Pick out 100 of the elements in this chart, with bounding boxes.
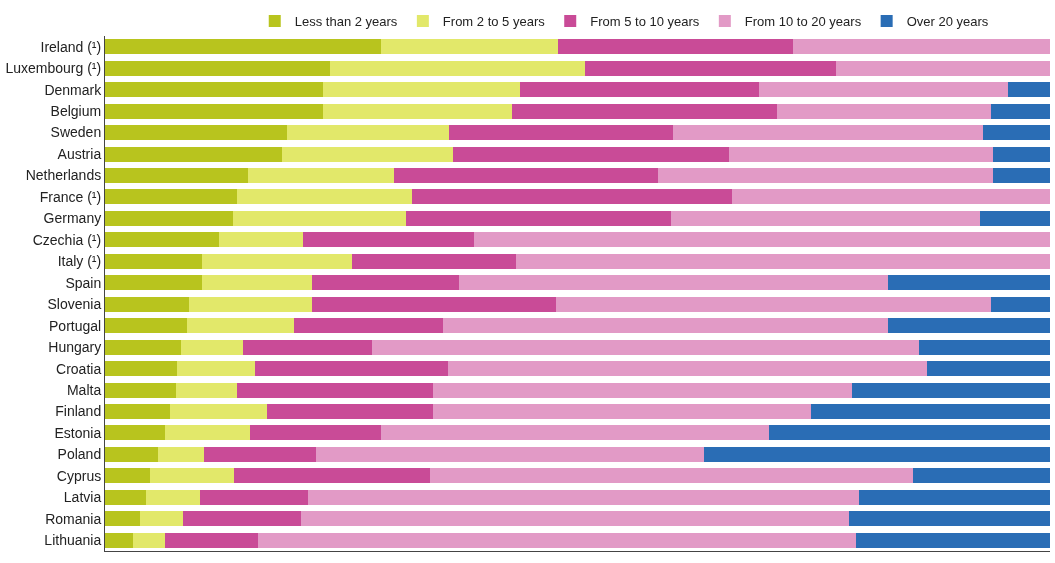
bar bbox=[430, 468, 913, 484]
bar bbox=[671, 210, 981, 226]
bar bbox=[150, 468, 234, 484]
bar bbox=[776, 103, 992, 119]
bar bbox=[991, 103, 1050, 119]
bar bbox=[202, 253, 352, 269]
bar bbox=[105, 167, 248, 183]
bar bbox=[311, 275, 460, 291]
bar bbox=[432, 382, 853, 398]
bar bbox=[443, 318, 889, 334]
bar bbox=[247, 167, 395, 183]
bar bbox=[105, 210, 233, 226]
bar bbox=[105, 446, 158, 462]
bar bbox=[303, 232, 474, 248]
bar bbox=[380, 425, 770, 441]
bar bbox=[982, 125, 1050, 141]
bar bbox=[287, 125, 449, 141]
bar bbox=[810, 404, 1050, 420]
y-tick-label: Sweden bbox=[50, 124, 102, 141]
bar bbox=[164, 425, 250, 441]
bar bbox=[372, 339, 919, 355]
bar bbox=[176, 361, 256, 377]
bar bbox=[189, 296, 312, 312]
bar bbox=[792, 39, 1050, 55]
bar bbox=[255, 361, 449, 377]
bar bbox=[848, 511, 1050, 527]
bar bbox=[180, 339, 243, 355]
bar bbox=[157, 446, 205, 462]
bar bbox=[452, 146, 729, 162]
bar bbox=[105, 404, 171, 420]
bar bbox=[105, 425, 165, 441]
y-tick-label: Belgium bbox=[50, 103, 102, 119]
bar bbox=[412, 189, 732, 205]
bar bbox=[219, 232, 304, 248]
bar bbox=[105, 125, 288, 141]
bar bbox=[859, 489, 1050, 505]
y-tick-label: Finland bbox=[55, 403, 102, 420]
bar bbox=[105, 146, 282, 162]
bar bbox=[105, 339, 181, 355]
bar bbox=[1008, 82, 1050, 98]
bar bbox=[105, 103, 324, 119]
bar bbox=[728, 146, 994, 162]
y-tick-label: Czechia (¹) bbox=[32, 231, 102, 248]
bar bbox=[258, 532, 857, 548]
bar bbox=[105, 275, 203, 291]
bar bbox=[657, 167, 994, 183]
legend-label: From 10 to 20 years bbox=[744, 14, 862, 30]
bar bbox=[105, 511, 140, 527]
y-tick-label: Estonia bbox=[54, 424, 102, 441]
bar bbox=[856, 532, 1050, 548]
bar bbox=[233, 468, 431, 484]
legend-label: Over 20 years bbox=[906, 14, 989, 30]
y-tick-label: Denmark bbox=[44, 81, 103, 98]
bar bbox=[294, 318, 444, 334]
bar bbox=[329, 60, 586, 76]
bar bbox=[351, 253, 517, 269]
bar bbox=[672, 125, 983, 141]
bar bbox=[323, 82, 520, 98]
bar bbox=[105, 60, 330, 76]
bar bbox=[555, 296, 992, 312]
bar bbox=[105, 468, 151, 484]
bar bbox=[105, 382, 176, 398]
bar bbox=[852, 382, 1050, 398]
bar bbox=[311, 296, 556, 312]
bar bbox=[105, 253, 203, 269]
bar bbox=[888, 318, 1050, 334]
bar bbox=[300, 511, 849, 527]
bar bbox=[165, 532, 259, 548]
bar bbox=[912, 468, 1050, 484]
y-tick-label: Latvia bbox=[63, 489, 102, 506]
y-tick-label: Poland bbox=[57, 446, 102, 463]
bar bbox=[204, 446, 316, 462]
bar bbox=[704, 446, 1050, 462]
bar bbox=[105, 361, 177, 377]
bar bbox=[105, 296, 190, 312]
y-tick-label: Cyprus bbox=[56, 467, 102, 484]
legend-label: From 5 to 10 years bbox=[590, 14, 700, 30]
bar bbox=[237, 189, 413, 205]
bar bbox=[266, 404, 433, 420]
y-tick-label: Ireland (¹) bbox=[40, 38, 102, 55]
bar bbox=[315, 446, 705, 462]
legend-label: Less than 2 years bbox=[294, 14, 398, 30]
bar bbox=[836, 60, 1050, 76]
bar bbox=[380, 39, 558, 55]
bar bbox=[237, 382, 433, 398]
bar bbox=[105, 318, 188, 334]
bar bbox=[105, 82, 324, 98]
bar bbox=[105, 532, 134, 548]
y-tick-label: Portugal bbox=[49, 317, 102, 334]
bar bbox=[281, 146, 453, 162]
bar bbox=[448, 125, 673, 141]
bar bbox=[473, 232, 1050, 248]
bar bbox=[183, 511, 301, 527]
bar bbox=[105, 189, 238, 205]
y-tick-label: Lithuania bbox=[44, 532, 102, 549]
bar bbox=[199, 489, 309, 505]
bar bbox=[927, 361, 1050, 377]
bar bbox=[232, 210, 406, 226]
y-tick-label: Netherlands bbox=[25, 167, 102, 184]
bar bbox=[170, 404, 267, 420]
